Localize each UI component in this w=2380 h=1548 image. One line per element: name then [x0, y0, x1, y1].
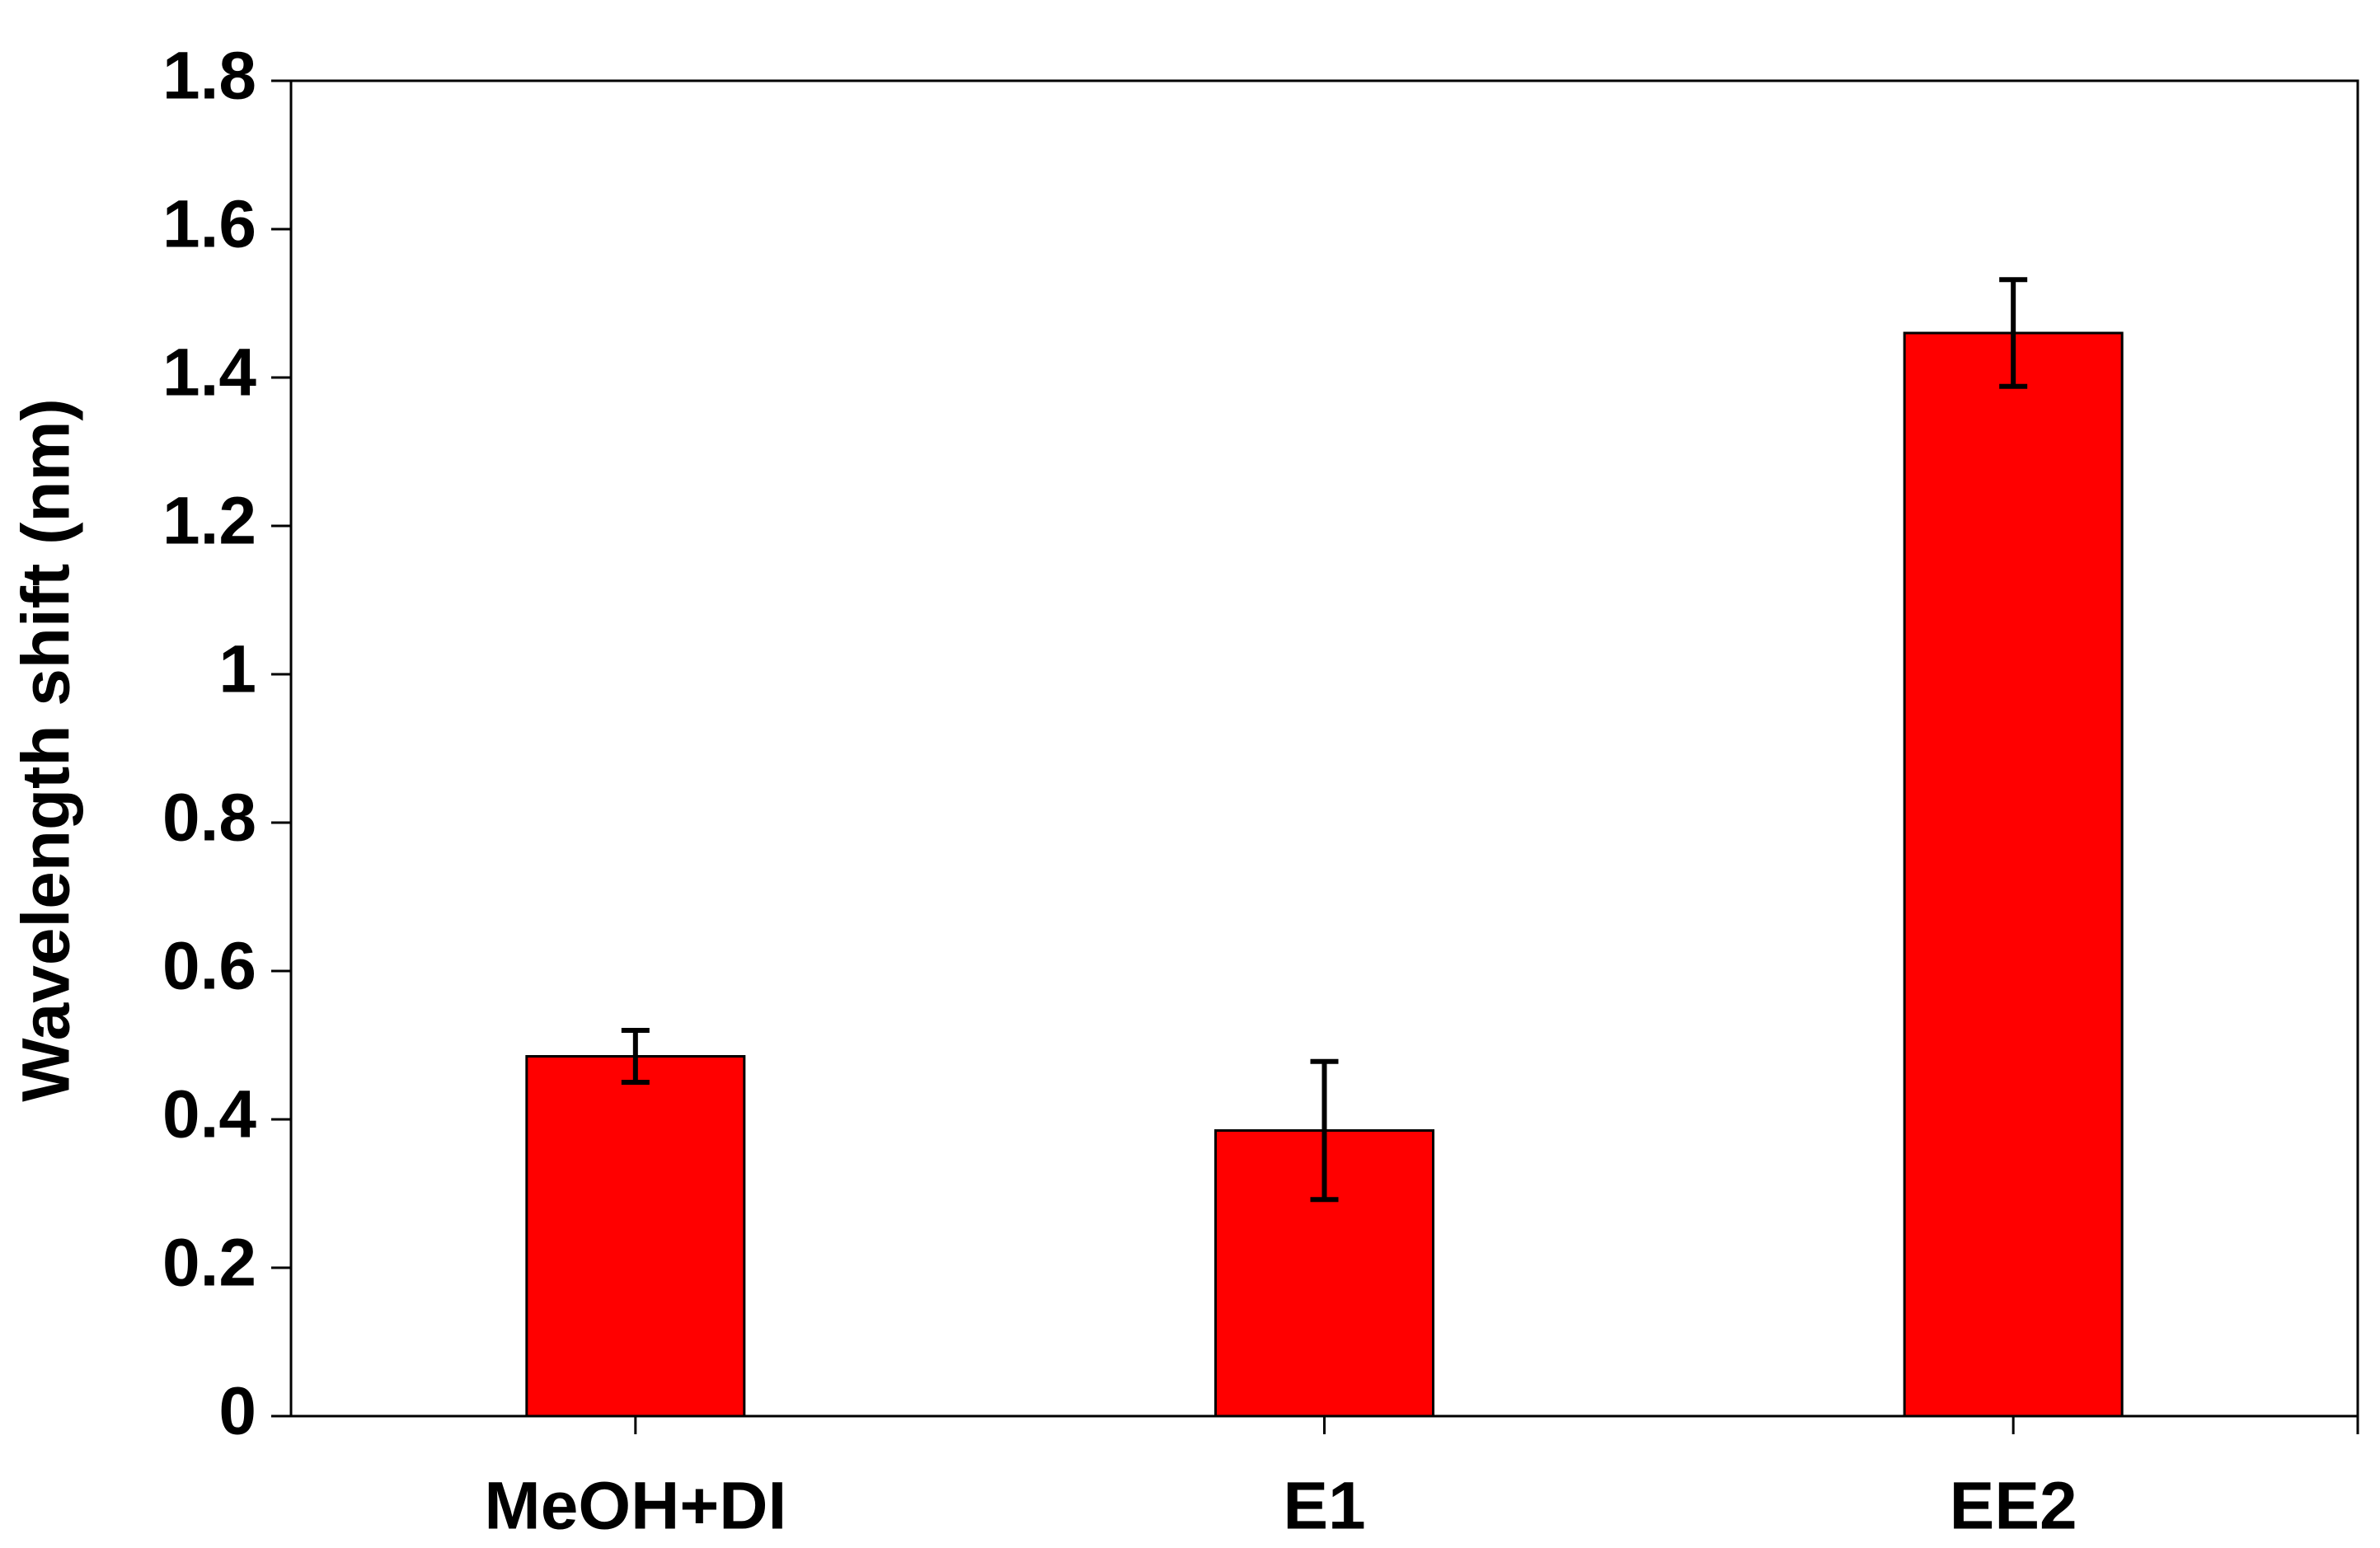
y-tick-label: 1.4 [162, 335, 256, 410]
x-tick-label: E1 [1283, 1469, 1365, 1544]
y-tick-label: 0.6 [162, 929, 256, 1004]
y-tick-label: 1.8 [162, 39, 256, 114]
y-tick-label: 0 [218, 1374, 256, 1449]
x-tick-label: EE2 [1950, 1469, 2077, 1544]
x-tick-label: MeOH+DI [484, 1469, 786, 1544]
y-tick-label: 1 [218, 632, 256, 707]
y-tick-label: 0.4 [162, 1077, 256, 1152]
y-tick-label: 0.2 [162, 1226, 256, 1301]
y-tick-label: 1.2 [162, 484, 256, 559]
bar [1903, 331, 2124, 1418]
bar [525, 1055, 746, 1418]
y-tick-label: 1.6 [162, 187, 256, 262]
y-tick-label: 0.8 [162, 781, 256, 856]
y-axis-title: Wavelength shift (nm) [9, 398, 84, 1101]
